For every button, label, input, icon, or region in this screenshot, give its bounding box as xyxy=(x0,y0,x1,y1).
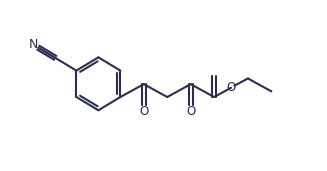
Text: N: N xyxy=(29,38,39,51)
Text: O: O xyxy=(226,81,236,94)
Text: O: O xyxy=(186,105,195,118)
Text: O: O xyxy=(139,105,148,118)
